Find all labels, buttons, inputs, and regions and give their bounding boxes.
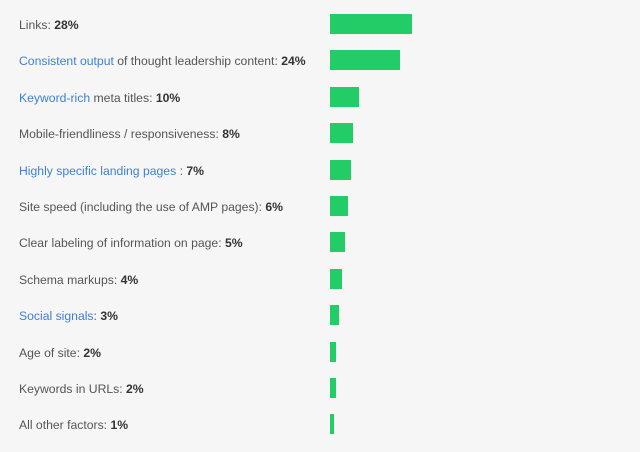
category-text: Keywords in URLs xyxy=(19,382,120,396)
value-label: 24% xyxy=(281,54,306,69)
category-label: Keyword-rich meta titles: 10% xyxy=(19,80,180,116)
value-label: 3% xyxy=(100,309,118,324)
category-label: Site speed (including the use of AMP pag… xyxy=(19,189,283,225)
chart-row: Clear labeling of information on page: 5… xyxy=(0,225,640,261)
chart-row: Mobile-friendliness / responsiveness: 8% xyxy=(0,116,640,152)
value-label: 28% xyxy=(54,18,79,32)
category-text: Mobile-friendliness / responsiveness xyxy=(19,127,216,142)
chart-row: Age of site: 2% xyxy=(0,335,640,371)
category-label: Keywords in URLs: 2% xyxy=(19,371,144,407)
chart-row: Consistent output of thought leadership … xyxy=(0,43,640,79)
category-link[interactable]: Consistent output xyxy=(19,54,114,69)
chart-row: Highly specific landing pages : 7% xyxy=(0,153,640,189)
value-label: 5% xyxy=(224,236,243,251)
value-label: 2% xyxy=(83,345,101,360)
bar xyxy=(330,341,336,362)
bar xyxy=(330,14,412,34)
bar xyxy=(330,414,334,435)
label-separator: : xyxy=(218,236,225,251)
label-separator: : xyxy=(149,90,156,105)
label-separator: : xyxy=(274,54,282,69)
bar xyxy=(330,196,348,216)
category-label: Links: 28% xyxy=(19,7,79,43)
label-separator: : xyxy=(103,418,111,433)
category-label: Clear labeling of information on page: 5… xyxy=(19,225,243,261)
category-label: Highly specific landing pages : 7% xyxy=(19,153,204,189)
value-label: 2% xyxy=(126,382,144,396)
label-separator: : xyxy=(119,382,127,396)
label-separator: : xyxy=(113,272,121,287)
bar xyxy=(330,86,360,107)
chart-row: Site speed (including the use of AMP pag… xyxy=(0,189,640,225)
category-text: Links xyxy=(19,18,48,32)
chart-row: Social signals: 3% xyxy=(0,298,640,334)
category-text: Site speed (including the use of AMP pag… xyxy=(19,200,259,214)
category-link[interactable]: Highly specific landing pages xyxy=(19,163,177,178)
value-label: 10% xyxy=(155,90,181,105)
label-separator: : xyxy=(76,345,84,360)
category-text: Age of site xyxy=(19,345,77,360)
category-label: Mobile-friendliness / responsiveness: 8% xyxy=(19,116,240,152)
chart-row: Links: 28% xyxy=(0,7,640,43)
label-separator: : xyxy=(179,163,187,178)
label-separator: : xyxy=(47,18,55,32)
category-label: All other factors: 1% xyxy=(19,407,128,443)
chart-row: All other factors: 1% xyxy=(0,407,640,443)
category-link[interactable]: Keyword-rich xyxy=(19,90,91,105)
value-label: 8% xyxy=(222,127,240,142)
label-separator: : xyxy=(93,309,101,324)
category-label: Social signals: 3% xyxy=(19,298,118,334)
label-separator: : xyxy=(258,200,266,214)
bar xyxy=(330,123,354,144)
value-label: 6% xyxy=(265,200,284,214)
chart-row: Keywords in URLs: 2% xyxy=(0,371,640,407)
bar xyxy=(330,305,339,326)
bar xyxy=(330,378,336,398)
category-text: Clear labeling of information on page xyxy=(19,236,219,251)
category-link[interactable]: Social signals xyxy=(19,309,94,324)
value-label: 1% xyxy=(110,418,129,433)
chart-row: Schema markups: 4% xyxy=(0,262,640,298)
value-label: 7% xyxy=(186,163,204,178)
bar xyxy=(330,159,351,180)
chart-row: Keyword-rich meta titles: 10% xyxy=(0,80,640,116)
category-label: Age of site: 2% xyxy=(19,335,101,371)
category-text: meta titles xyxy=(90,90,150,105)
category-label: Schema markups: 4% xyxy=(19,262,138,298)
label-separator: : xyxy=(215,127,223,142)
value-label: 4% xyxy=(120,272,139,287)
category-label: Consistent output of thought leadership … xyxy=(19,43,306,79)
bar xyxy=(330,268,342,289)
bar xyxy=(330,50,401,71)
category-text: Schema markups xyxy=(19,272,114,287)
bar xyxy=(330,232,345,253)
category-text: of thought leadership content xyxy=(113,54,275,69)
category-text: All other factors xyxy=(19,418,104,433)
